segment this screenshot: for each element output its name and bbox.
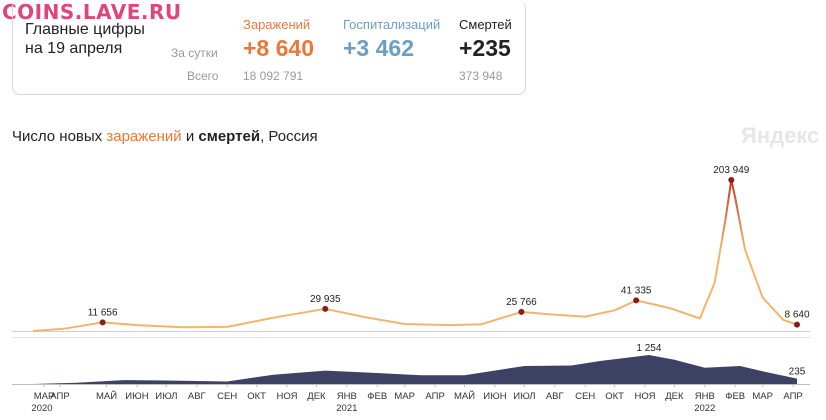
deaths-total-value: 373 948: [459, 69, 503, 83]
summary-card: Главные цифры на 19 апреля За сутки Всег…: [12, 0, 526, 95]
x-axis-month-label: АВГ: [188, 391, 206, 402]
summary-title-line1: Главные цифры: [25, 21, 145, 38]
infections-point-label: 29 935: [310, 294, 341, 305]
x-axis-month-label: СЕН: [217, 391, 237, 402]
row-label-day: За сутки: [171, 46, 218, 60]
infections-point-label: 203 949: [713, 165, 750, 176]
x-axis-month-label: АПР: [50, 391, 69, 402]
infections-point-marker: [322, 305, 329, 312]
row-label-total: Всего: [187, 69, 219, 83]
chart-title-infections: заражений: [106, 128, 182, 145]
x-axis-month-label: МАЙ: [454, 390, 475, 402]
deaths-series-area: [33, 355, 797, 384]
x-axis-month-label: МАЙ: [96, 390, 117, 402]
yandex-logo: Яндекс: [741, 123, 820, 148]
x-axis-month-label: ИЮН: [125, 391, 148, 402]
deaths-point-label: 235: [789, 367, 806, 378]
x-axis-year-label: 2022: [694, 403, 715, 414]
infections-series-line: [32, 179, 798, 332]
summary-title: Главные цифры на 19 апреля: [25, 20, 145, 58]
deaths-day-value: +235: [459, 35, 511, 61]
x-axis-month-label: ЯНВ: [695, 391, 715, 402]
x-axis-month-label: МАР: [752, 391, 773, 402]
watermark: COINS.LAVE.RU: [2, 0, 182, 24]
x-axis-month-label: АВГ: [546, 391, 564, 402]
summary-title-line2: на 19 апреля: [25, 40, 123, 57]
infections-point-marker: [99, 319, 106, 326]
infections-point-marker: [518, 308, 525, 315]
infections-point-marker: [794, 321, 800, 328]
x-axis-month-label: ИЮН: [483, 391, 506, 402]
x-axis-year-label: 2021: [336, 403, 357, 414]
x-axis-month-label: НОЯ: [635, 391, 656, 402]
deaths-point-label: 1 254: [636, 343, 661, 354]
deaths-label: Смертей: [459, 17, 512, 32]
chart-title-middle: и: [181, 128, 199, 145]
x-axis-month-label: ОКТ: [247, 391, 266, 402]
chart-title-deaths: смертей: [198, 128, 261, 145]
infections-point-label: 8 640: [784, 310, 809, 321]
x-axis-month-label: ДЕК: [665, 391, 684, 402]
x-axis-month-label: ФЕВ: [367, 391, 387, 402]
x-axis-month-label: ФЕВ: [725, 391, 745, 402]
infections-point-label: 41 335: [621, 285, 652, 296]
chart-title-suffix: , Россия: [260, 128, 318, 145]
chart-title: Число новых заражений и смертей, Россия: [12, 128, 318, 145]
chart-title-prefix: Число новых: [12, 128, 107, 145]
x-axis-month-label: ИЮЛ: [155, 391, 177, 402]
x-axis-month-label: МАР: [394, 391, 415, 402]
infections-point-label: 11 656: [88, 307, 118, 318]
infections-label: Заражений: [243, 17, 311, 32]
x-axis-month-label: СЕН: [575, 391, 595, 402]
infections-point-marker: [728, 177, 735, 183]
hospitalizations-day-value: +3 462: [343, 35, 414, 61]
x-axis-month-label: АПР: [783, 391, 802, 402]
x-axis-month-label: АПР: [425, 391, 444, 402]
x-axis-month-label: ОКТ: [605, 391, 624, 402]
x-axis-month-label: ЯНВ: [337, 391, 357, 402]
hospitalizations-label: Госпитализаций: [343, 17, 441, 32]
infections-total-value: 18 092 791: [243, 69, 304, 83]
x-axis-month-label: ИЮЛ: [513, 391, 535, 402]
infections-day-value: +8 640: [243, 35, 314, 61]
x-axis-year-label: 2020: [31, 403, 52, 414]
x-axis-month-label: НОЯ: [277, 391, 298, 402]
infections-point-marker: [633, 297, 640, 304]
x-axis-month-label: МАР: [34, 391, 55, 402]
x-axis-month-label: ДЕК: [307, 391, 326, 402]
infections-point-label: 25 766: [506, 297, 537, 308]
